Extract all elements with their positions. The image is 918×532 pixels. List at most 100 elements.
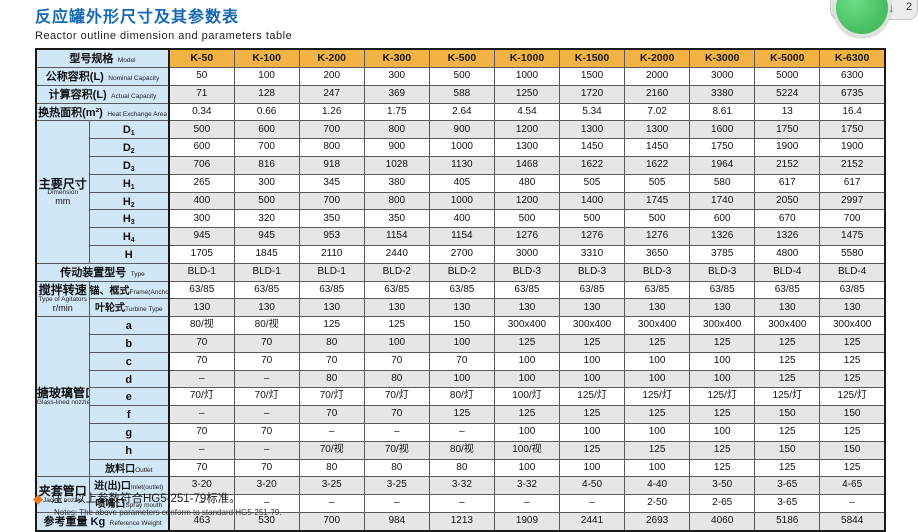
value-cell: 1622 [624, 155, 691, 175]
value-cell: 130 [624, 298, 691, 318]
value-cell: 16.4 [819, 102, 886, 122]
value-cell: 505 [558, 173, 626, 193]
value-cell: 70/灯 [233, 387, 300, 407]
value-cell: 1475 [819, 227, 886, 246]
value-cell: 588 [428, 84, 495, 104]
value-cell: 1154 [363, 227, 430, 246]
value-cell: 2-65 [689, 494, 756, 513]
column-header: K-50 [168, 48, 235, 68]
value-cell: 70 [428, 351, 495, 371]
value-cell: 100 [428, 333, 495, 353]
value-cell: 1200 [493, 120, 560, 140]
value-cell: 1900 [819, 138, 886, 157]
value-cell: 6735 [819, 84, 886, 104]
value-cell: 1500 [558, 67, 626, 86]
value-cell: 1450 [624, 138, 691, 157]
value-cell: BLD-3 [624, 262, 691, 282]
value-cell: 5000 [754, 67, 821, 86]
row-sublabel: 叶轮式Turbine Type [88, 298, 171, 318]
value-cell: 63/85 [298, 280, 365, 300]
value-cell: 150 [428, 316, 495, 335]
value-cell: 125 [754, 369, 821, 389]
value-cell: 100/视 [493, 440, 560, 460]
value-cell: 125 [689, 440, 756, 460]
value-cell: 500 [624, 209, 691, 229]
value-cell: 130 [363, 298, 430, 318]
value-cell: 100 [493, 422, 560, 442]
value-cell: 100 [363, 333, 430, 353]
value-cell: 100 [624, 369, 691, 389]
value-cell: 1028 [363, 155, 430, 175]
column-header: K-6300 [819, 48, 886, 68]
value-cell: 70 [233, 458, 300, 478]
value-cell: 3380 [689, 84, 756, 104]
value-cell: 5224 [754, 84, 821, 104]
value-cell: BLD-3 [558, 262, 626, 282]
value-cell: 1909 [493, 511, 560, 532]
value-cell: 80/视 [428, 440, 495, 460]
value-cell: 63/85 [363, 280, 430, 300]
value-cell: 4.54 [493, 102, 560, 122]
value-cell: – [428, 422, 495, 442]
column-header: K-200 [298, 48, 365, 68]
row-sublabel: H2 [88, 191, 171, 211]
value-cell: 70 [298, 351, 365, 371]
row-sublabel: 放料口Outlet [88, 458, 171, 478]
value-cell: 50 [168, 67, 235, 86]
value-cell: 1000 [428, 138, 495, 157]
value-cell: 100 [558, 351, 626, 371]
value-cell: 63/85 [754, 280, 821, 300]
value-cell: 70/视 [363, 440, 430, 460]
value-cell: 125 [558, 405, 626, 424]
value-cell: 200 [298, 67, 365, 86]
value-cell: 500 [168, 120, 235, 140]
value-cell: 530 [233, 511, 300, 532]
value-cell: 125 [624, 440, 691, 460]
value-cell: 300x400 [624, 316, 691, 335]
value-cell: 505 [624, 173, 691, 193]
value-cell: 2693 [624, 511, 691, 532]
value-cell: 1.75 [363, 102, 430, 122]
value-cell: 3-20 [168, 476, 235, 496]
row-sublabel: D3 [88, 155, 171, 175]
value-cell: 2110 [298, 244, 365, 264]
value-cell: BLD-4 [819, 262, 886, 282]
value-cell: 3000 [689, 67, 756, 86]
value-cell: – [363, 494, 430, 513]
value-cell: 4060 [689, 511, 756, 532]
value-cell: – [168, 494, 235, 513]
value-cell: 500 [493, 209, 560, 229]
value-cell: 816 [233, 155, 300, 175]
value-cell: 70 [363, 351, 430, 371]
group-label: 主要尺寸 Dimension mm [35, 120, 90, 264]
green-status-button[interactable] [833, 0, 891, 37]
value-cell: 70 [233, 333, 300, 353]
value-cell: 320 [233, 209, 300, 229]
value-cell: 70 [168, 333, 235, 353]
value-cell: 125 [819, 369, 886, 389]
value-cell: 100 [558, 369, 626, 389]
value-cell: 125 [558, 440, 626, 460]
value-cell: 1845 [233, 244, 300, 264]
value-cell: 63/85 [819, 280, 886, 300]
value-cell: 100 [493, 369, 560, 389]
value-cell: 100 [624, 422, 691, 442]
value-cell: 369 [363, 84, 430, 104]
value-cell: 71 [168, 84, 235, 104]
value-cell: 2050 [754, 191, 821, 211]
value-cell: 700 [298, 120, 365, 140]
column-header: K-1500 [558, 48, 626, 68]
row-sublabel: H3 [88, 209, 171, 229]
value-cell: 500 [233, 191, 300, 211]
row-label: 传动装置型号 Type [35, 262, 171, 282]
value-cell: 300x400 [558, 316, 626, 335]
value-cell: 700 [233, 138, 300, 157]
value-cell: 4-50 [558, 476, 626, 496]
value-cell: 125 [819, 458, 886, 478]
value-cell: 80 [298, 458, 365, 478]
value-cell: 70/灯 [298, 387, 365, 407]
value-cell: 130 [558, 298, 626, 318]
download-arrow-icon[interactable]: ↓ [888, 0, 895, 15]
value-cell: 1705 [168, 244, 235, 264]
value-cell: 1745 [624, 191, 691, 211]
